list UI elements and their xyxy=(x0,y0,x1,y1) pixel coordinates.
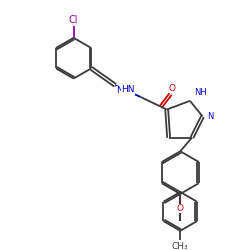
Text: Cl: Cl xyxy=(69,15,78,25)
Text: O: O xyxy=(168,84,175,93)
Text: CH₃: CH₃ xyxy=(172,242,188,250)
Text: N: N xyxy=(208,112,214,121)
Text: NH: NH xyxy=(194,88,206,97)
Text: N: N xyxy=(116,86,123,95)
Text: HN: HN xyxy=(121,85,135,94)
Text: O: O xyxy=(177,204,184,213)
